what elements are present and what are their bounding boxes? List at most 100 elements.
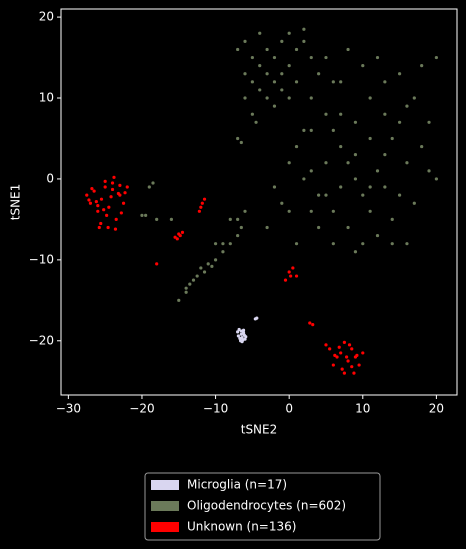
point <box>324 343 328 347</box>
point <box>237 327 241 332</box>
point <box>331 128 335 132</box>
point <box>92 189 96 193</box>
point <box>107 205 111 209</box>
point <box>375 55 380 60</box>
point <box>342 371 346 375</box>
point <box>221 242 225 246</box>
point <box>236 217 240 221</box>
y-tick-label: 20 <box>39 10 54 24</box>
point <box>390 217 394 221</box>
point <box>390 242 394 246</box>
point <box>346 161 350 165</box>
point <box>151 181 155 185</box>
point <box>375 233 380 238</box>
point <box>258 88 262 92</box>
point <box>294 242 299 246</box>
legend-label: Unknown (n=136) <box>187 520 296 534</box>
point <box>289 274 293 278</box>
point <box>103 185 107 189</box>
point <box>99 197 104 201</box>
point <box>361 242 365 246</box>
point <box>236 233 240 238</box>
point <box>243 72 247 76</box>
point <box>309 169 313 173</box>
point <box>105 213 109 217</box>
point <box>175 237 179 241</box>
point <box>383 80 387 84</box>
point <box>99 221 103 226</box>
point <box>353 250 358 254</box>
point <box>405 104 409 108</box>
point <box>331 209 335 213</box>
point <box>353 153 358 157</box>
point <box>243 96 247 100</box>
point <box>291 266 295 270</box>
point <box>106 225 110 230</box>
point <box>302 39 306 43</box>
point <box>200 201 204 205</box>
point <box>202 270 207 274</box>
point <box>265 47 269 52</box>
point <box>173 235 177 239</box>
y-axis-label: tSNE1 <box>9 184 23 221</box>
point <box>397 120 402 124</box>
point <box>350 365 354 369</box>
point <box>272 185 277 189</box>
point <box>116 191 121 196</box>
point <box>250 80 254 84</box>
x-tick-label: 0 <box>285 402 293 416</box>
point <box>302 128 306 132</box>
point <box>397 193 402 197</box>
point <box>339 351 343 355</box>
point <box>294 80 299 84</box>
legend-swatch <box>151 480 179 490</box>
point <box>184 290 188 294</box>
point <box>96 204 100 208</box>
point <box>236 330 240 334</box>
point <box>180 230 185 234</box>
point <box>255 316 259 320</box>
point <box>317 225 321 230</box>
point <box>114 217 118 221</box>
point <box>195 274 199 278</box>
x-tick-label: −20 <box>129 402 154 416</box>
point <box>368 185 372 189</box>
point <box>197 209 201 213</box>
point <box>119 211 123 215</box>
point <box>191 278 196 282</box>
point <box>87 198 91 202</box>
point <box>236 334 240 338</box>
legend-swatch <box>151 522 179 532</box>
point <box>241 331 246 335</box>
point <box>339 144 343 149</box>
point <box>350 347 354 351</box>
y-tick-label: 10 <box>39 91 54 105</box>
point <box>112 175 116 179</box>
point <box>272 55 277 60</box>
point <box>355 353 359 357</box>
point <box>280 72 284 76</box>
point <box>397 72 402 76</box>
point <box>155 217 159 221</box>
point <box>103 179 107 183</box>
point <box>346 225 350 230</box>
point <box>199 266 203 270</box>
legend-label: Oligodendrocytes (n=602) <box>187 499 346 513</box>
point <box>294 47 299 52</box>
point <box>346 47 350 52</box>
point <box>144 213 148 217</box>
point <box>206 262 210 266</box>
point <box>368 96 372 100</box>
point <box>125 185 129 189</box>
point <box>265 72 269 76</box>
point <box>434 55 438 60</box>
point <box>368 136 372 141</box>
point <box>188 282 192 286</box>
point <box>118 183 122 188</box>
point <box>383 153 387 157</box>
point <box>331 242 335 246</box>
point <box>258 64 262 68</box>
point <box>287 31 291 35</box>
